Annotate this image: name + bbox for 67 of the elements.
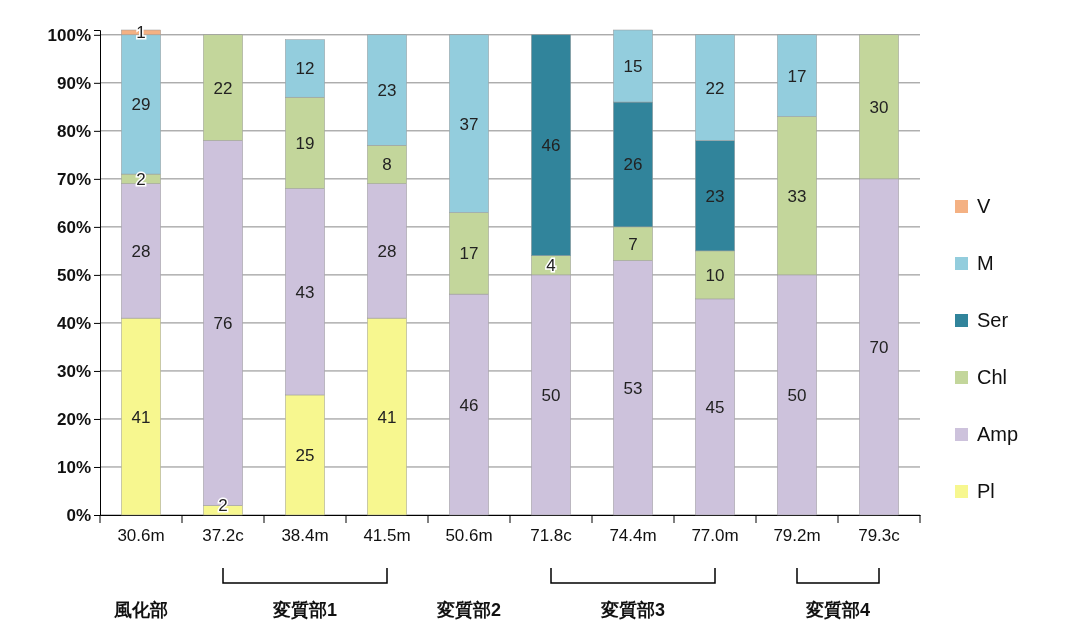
data-label: 50: [787, 385, 807, 405]
y-tick-label: 50%: [56, 265, 91, 285]
x-tick-label: 30.6m: [117, 526, 165, 546]
data-label: 22: [705, 78, 725, 98]
data-label: 50: [541, 385, 561, 405]
x-tick-label: 77.0m: [691, 526, 739, 546]
y-tick-label: 100%: [47, 25, 91, 45]
y-tick-label: 40%: [56, 313, 91, 333]
text: 変質部4: [804, 600, 871, 620]
data-label: 10: [705, 265, 725, 285]
data-label: 22: [213, 78, 233, 98]
legend-label: Pl: [977, 480, 995, 502]
x-tick-label: 41.5m: [363, 526, 411, 546]
data-label: 53: [623, 378, 643, 398]
text: 変質部2: [435, 600, 502, 620]
data-label: 7: [628, 234, 638, 254]
text: 変質部3: [599, 600, 666, 620]
text: 風化部: [113, 600, 168, 620]
data-label: 41: [377, 407, 397, 427]
x-tick-label: 79.3c: [858, 526, 901, 546]
data-label: 23: [377, 81, 397, 101]
data-label: 23: [705, 186, 725, 206]
data-label: 28: [377, 241, 397, 261]
y-tick-label: 0%: [66, 505, 91, 525]
y-tick-label: 80%: [56, 121, 91, 141]
legend-label: M: [977, 252, 994, 274]
x-tick-label: 71.8c: [530, 526, 573, 546]
data-label: 4: [546, 256, 556, 276]
data-label: 8: [382, 155, 392, 175]
data-label: 46: [459, 395, 479, 415]
data-label: 33: [787, 186, 807, 206]
data-label: 17: [459, 244, 479, 264]
legend-label: Chl: [977, 366, 1008, 388]
x-tick-label: 74.4m: [609, 526, 657, 546]
data-label: 30: [869, 97, 889, 117]
data-label: 45: [705, 397, 725, 417]
y-tick-label: 10%: [56, 457, 91, 477]
data-label: 12: [295, 59, 315, 79]
data-label: 76: [213, 313, 233, 333]
y-tick-label: 20%: [56, 409, 91, 429]
x-tick-label: 38.4m: [281, 526, 329, 546]
data-label: 2: [218, 496, 228, 515]
data-label: 70: [869, 337, 889, 357]
y-tick-label: 60%: [56, 217, 91, 237]
data-label: 46: [541, 136, 561, 156]
data-label: 25: [295, 445, 315, 465]
data-label: 26: [623, 155, 643, 175]
y-tick-label: 30%: [56, 361, 91, 381]
legend-label: Ser: [977, 309, 1009, 331]
legend-label: V: [977, 195, 991, 217]
data-label: 43: [295, 282, 315, 302]
data-label: 15: [623, 57, 643, 77]
y-tick-label: 70%: [56, 169, 91, 189]
data-label: 29: [131, 95, 151, 115]
text: 変質部1: [271, 600, 338, 620]
x-tick-label: 37.2c: [202, 526, 245, 546]
data-label: 1: [136, 23, 146, 43]
data-label: 2: [136, 169, 146, 189]
data-label: 17: [787, 66, 807, 86]
data-label: 37: [459, 114, 479, 134]
x-tick-label: 79.2m: [773, 526, 821, 546]
data-label: 41: [131, 407, 151, 427]
data-label: 19: [295, 133, 315, 153]
data-label: 28: [131, 241, 151, 261]
x-tick-label: 50.6m: [445, 526, 493, 546]
y-tick-label: 90%: [56, 73, 91, 93]
legend-label: Amp: [977, 423, 1019, 445]
